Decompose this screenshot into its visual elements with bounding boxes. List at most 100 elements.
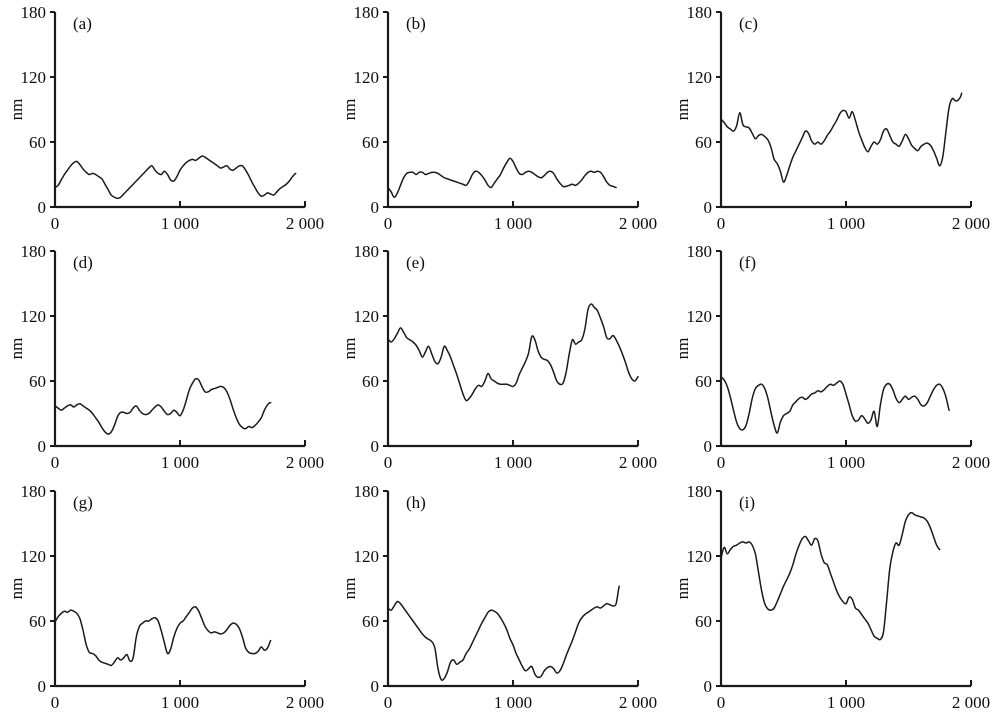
panel-c: 0 60 120 180 0 1 000 2 000 nm nm (c) [666,0,999,242]
y-tick-label: 60 [362,612,379,631]
y-axis-label: nm [673,99,692,121]
y-tick-label: 0 [371,198,380,217]
x-tick-label: 2 000 [619,693,657,712]
profile-line [387,157,617,198]
profile-line [387,585,620,681]
y-tick-label: 0 [704,198,713,217]
y-tick-label: 120 [21,307,47,326]
panel-e: 0 60 120 180 0 1 000 2 000 nm nm (e) [333,239,666,481]
y-tick-label: 180 [21,482,47,501]
panel-g: 0 60 120 180 0 1 000 2 000 nm nm (g) [0,479,333,721]
y-tick-label: 60 [29,133,46,152]
y-axis-label: nm [7,338,26,360]
profile-line [720,511,941,641]
y-tick-label: 120 [21,547,47,566]
y-tick-label: 180 [687,242,713,261]
y-tick-label: 120 [687,547,713,566]
panel-f: 0 60 120 180 0 1 000 2 000 nm nm (f) [666,239,999,481]
panel-a: 0 60 120 180 0 1 000 2 000 nm nm (a) [0,0,333,242]
panel-b: 0 60 120 180 0 1 000 2 000 nm nm (b) [333,0,666,242]
x-tick-label: 0 [384,453,393,472]
y-axis-label: nm [340,99,359,121]
y-tick-label: 180 [687,482,713,501]
x-tick-label: 0 [51,693,60,712]
x-tick-label: 2 000 [286,214,324,233]
x-tick-label: 0 [51,453,60,472]
x-tick-label: 0 [717,453,726,472]
panel-label: (b) [406,14,426,33]
panel-d: 0 60 120 180 0 1 000 2 000 nm nm (d) [0,239,333,481]
y-axis-label: nm [7,578,26,600]
y-tick-label: 0 [704,677,713,696]
x-tick-label: 1 000 [161,214,199,233]
panel-label: (e) [406,253,425,272]
y-tick-label: 60 [29,612,46,631]
x-axis-label: nm [502,475,524,481]
x-axis-label: nm [502,236,524,242]
y-tick-label: 0 [371,677,380,696]
y-tick-label: 0 [38,437,47,456]
y-tick-label: 60 [695,372,712,391]
y-tick-label: 0 [704,437,713,456]
y-tick-label: 60 [695,612,712,631]
panel-h: 0 60 120 180 0 1 000 2 000 nm nm (h) [333,479,666,721]
y-tick-label: 120 [21,68,47,87]
y-tick-label: 120 [354,547,380,566]
panel-label: (f) [739,253,756,272]
x-tick-label: 0 [384,214,393,233]
x-tick-label: 2 000 [952,214,990,233]
y-tick-label: 120 [687,68,713,87]
x-tick-label: 1 000 [494,214,532,233]
panel-label: (h) [406,493,426,512]
y-tick-label: 180 [687,3,713,22]
x-tick-label: 1 000 [827,693,865,712]
panel-label: (d) [73,253,93,272]
x-tick-label: 1 000 [494,693,532,712]
x-tick-label: 1 000 [161,693,199,712]
y-tick-label: 0 [38,198,47,217]
y-tick-label: 60 [362,133,379,152]
x-axis-label: nm [835,715,857,721]
y-axis-label: nm [340,338,359,360]
x-axis-label: nm [835,236,857,242]
panel-label: (c) [739,14,758,33]
y-tick-label: 60 [362,372,379,391]
y-tick-label: 0 [38,677,47,696]
y-axis-label: nm [673,578,692,600]
profile-line [720,92,963,183]
profile-line [720,375,950,434]
x-tick-label: 2 000 [952,453,990,472]
y-tick-label: 60 [29,372,46,391]
y-axis-label: nm [673,338,692,360]
x-tick-label: 1 000 [827,453,865,472]
y-tick-label: 0 [371,437,380,456]
y-tick-label: 60 [695,133,712,152]
panel-label: (a) [73,14,92,33]
x-axis-label: nm [835,475,857,481]
profile-line [387,303,639,402]
y-axis-label: nm [7,99,26,121]
x-tick-label: 0 [384,693,393,712]
x-tick-label: 2 000 [619,453,657,472]
x-tick-label: 2 000 [952,693,990,712]
profile-line [54,377,272,435]
y-tick-label: 180 [354,482,380,501]
x-axis-label: nm [169,236,191,242]
x-tick-label: 0 [717,214,726,233]
x-axis-label: nm [169,715,191,721]
profile-line [54,155,297,200]
panel-label: (g) [73,493,93,512]
x-axis-label: nm [169,475,191,481]
y-tick-label: 120 [354,307,380,326]
x-tick-label: 0 [51,214,60,233]
x-axis-label: nm [502,715,524,721]
x-tick-label: 2 000 [286,693,324,712]
y-tick-label: 180 [21,242,47,261]
x-tick-label: 2 000 [286,453,324,472]
x-tick-label: 0 [717,693,726,712]
x-tick-label: 1 000 [827,214,865,233]
panel-i: 0 60 120 180 0 1 000 2 000 nm nm (i) [666,479,999,721]
y-tick-label: 180 [354,3,380,22]
x-tick-label: 1 000 [494,453,532,472]
